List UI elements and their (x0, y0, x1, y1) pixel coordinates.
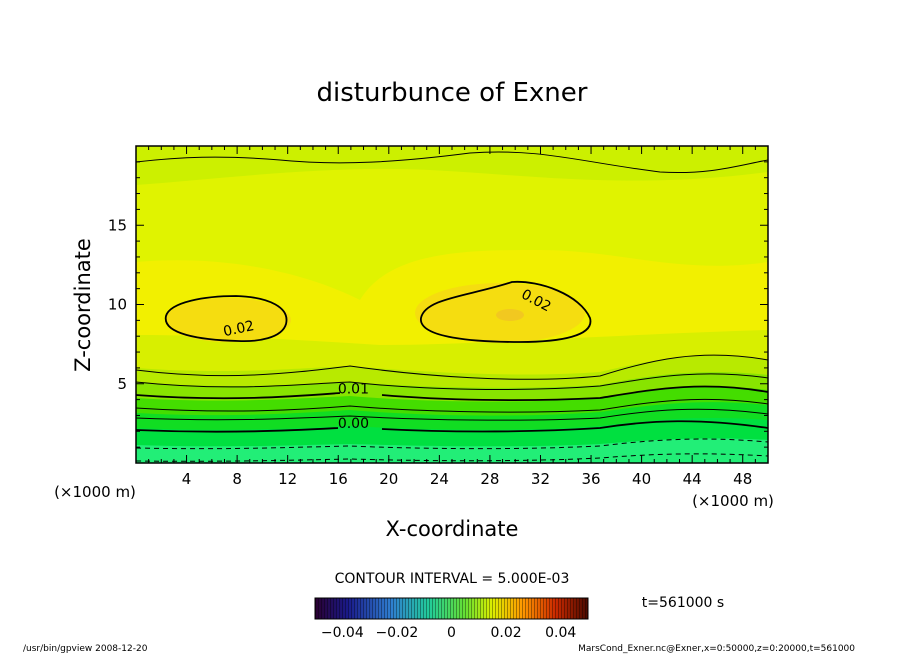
contour-mid-4 (136, 408, 768, 421)
colorbar-frame (314, 597, 589, 620)
x-tick-label: 12 (278, 470, 297, 488)
contour-label: 0.01 (338, 381, 369, 397)
colorbar-hatch (315, 598, 588, 619)
contour-upper (136, 151, 768, 174)
contour-neg-2 (136, 453, 768, 462)
x-tick-label: 8 (232, 470, 242, 488)
contour-mid-3 (136, 398, 768, 413)
field-shading (136, 146, 768, 463)
x-unit-right: (×1000 m) (692, 492, 774, 510)
x-tick-label: 4 (182, 470, 192, 488)
footer-left: /usr/bin/gpview 2008-12-20 (23, 644, 148, 654)
x-unit-left: (×1000 m) (54, 483, 136, 501)
x-tick-label: 40 (632, 470, 651, 488)
contour-0-00 (136, 420, 768, 433)
contour-interval-text: CONTOUR INTERVAL = 5.000E-03 (335, 571, 570, 587)
contour-neg-1 (136, 438, 768, 450)
x-axis-ticks: 4 8 12 16 20 24 28 32 36 40 44 48 (148, 146, 756, 488)
colorbar: −0.04 −0.02 0 0.02 0.04 (314, 597, 589, 641)
max-region-left (165, 298, 291, 342)
x-tick-label: 16 (329, 470, 348, 488)
contour-label: 0.00 (338, 416, 369, 432)
y-axis-label: Z-coordinate (71, 238, 95, 372)
x-tick-label: 20 (379, 470, 398, 488)
y-tick-label: 5 (117, 375, 127, 393)
contour-0-01 (136, 385, 768, 402)
time-text: t=561000 s (642, 595, 724, 611)
x-tick-label: 48 (733, 470, 752, 488)
chart-title: disturbunce of Exner (317, 78, 588, 108)
contour-label: 0.02 (222, 318, 256, 340)
colorbar-tick-label: 0.04 (545, 625, 576, 641)
contour-high-right (420, 281, 592, 343)
y-tick-label: 15 (108, 216, 127, 234)
x-tick-label: 24 (430, 470, 449, 488)
x-tick-label: 44 (683, 470, 702, 488)
y-tick-label: 10 (108, 296, 127, 314)
colorbar-tick-label: −0.02 (375, 625, 418, 641)
contour-mid-1 (136, 354, 768, 380)
max-core-right (496, 309, 524, 321)
colorbar-tick-label: 0.02 (491, 625, 522, 641)
x-tick-label: 32 (531, 470, 550, 488)
contour-high-left (165, 295, 288, 343)
contour-lines (136, 151, 768, 462)
colorbar-tick-label: −0.04 (321, 625, 364, 641)
band-teal (136, 438, 768, 463)
y-axis-ticks: 5 10 15 (108, 161, 768, 448)
contour-mid-2 (136, 373, 768, 390)
footer-right: MarsCond_Exner.nc@Exner,x=0:50000,z=0:20… (578, 644, 855, 654)
x-tick-label: 28 (480, 470, 499, 488)
x-tick-label: 36 (581, 470, 600, 488)
colorbar-tick-label: 0 (447, 625, 456, 641)
x-axis-label: X-coordinate (386, 517, 519, 541)
colorbar-ticks: −0.04 −0.02 0 0.02 0.04 (321, 625, 577, 641)
